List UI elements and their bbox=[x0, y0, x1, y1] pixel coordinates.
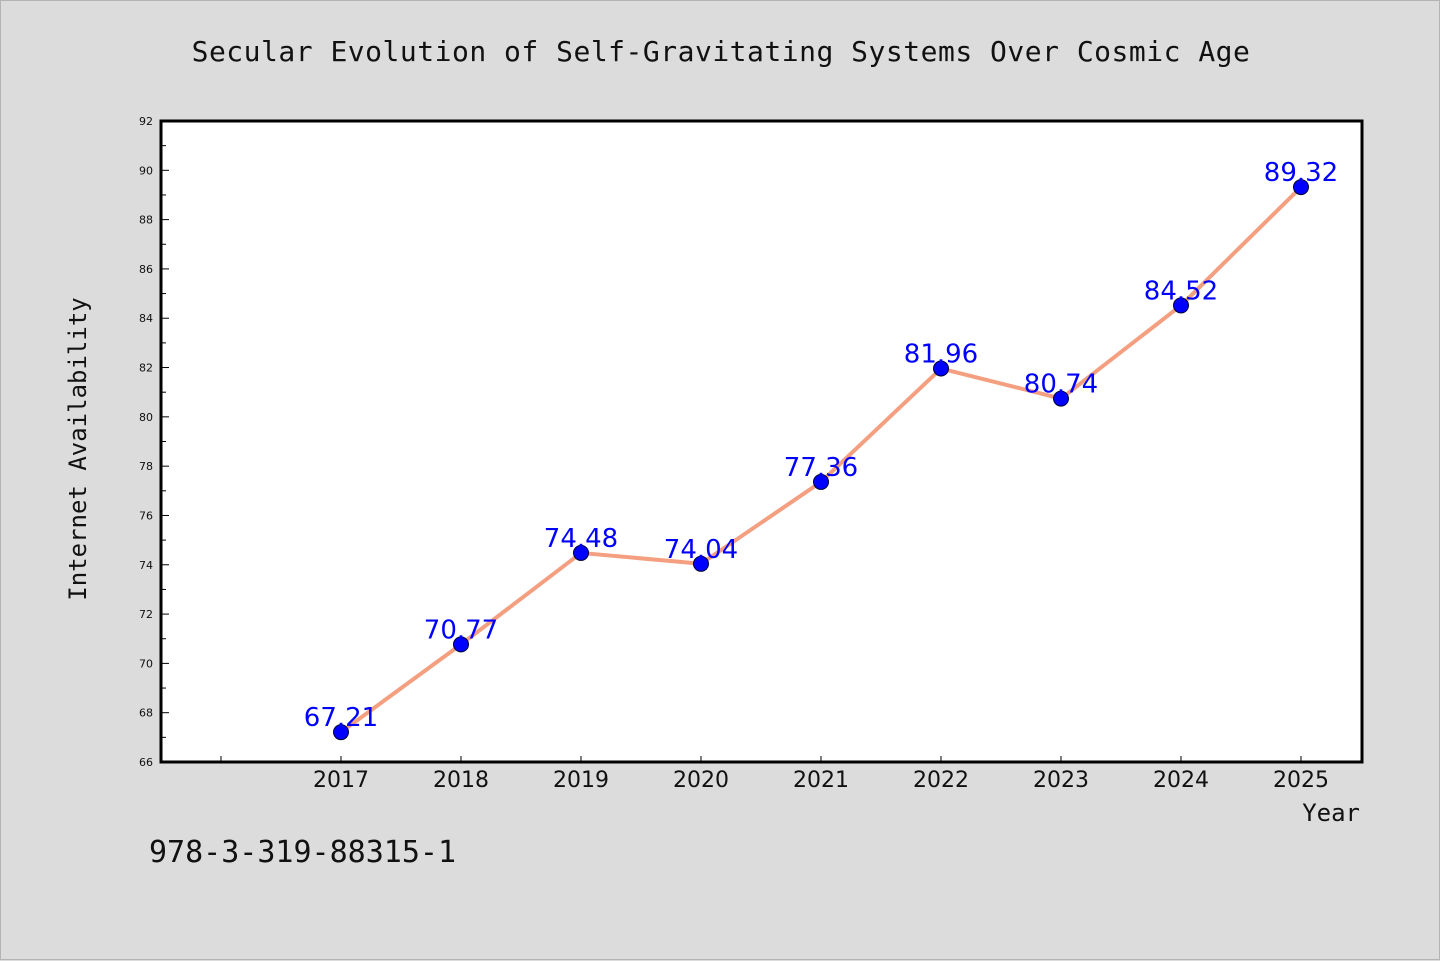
data-label: 67.21 bbox=[304, 703, 378, 733]
x-tick-label: 2018 bbox=[433, 768, 489, 793]
x-tick-label: 2025 bbox=[1273, 768, 1329, 793]
isbn-footnote: 978-3-319-88315-1 bbox=[149, 835, 457, 870]
data-point bbox=[453, 636, 469, 653]
data-point bbox=[1053, 390, 1069, 407]
y-tick-label: 86 bbox=[139, 263, 153, 276]
y-tick-label: 78 bbox=[139, 460, 153, 473]
data-point bbox=[693, 555, 709, 572]
plot-frame bbox=[159, 119, 1364, 764]
y-tick-label: 72 bbox=[139, 608, 153, 621]
x-axis-label: Year bbox=[1302, 799, 1360, 827]
data-point bbox=[1293, 179, 1309, 196]
y-tick-label: 74 bbox=[139, 559, 153, 572]
y-tick-label: 80 bbox=[139, 411, 153, 424]
data-point bbox=[333, 724, 349, 741]
y-tick-label: 68 bbox=[139, 707, 153, 720]
y-tick-label: 90 bbox=[139, 164, 153, 177]
data-label: 89.32 bbox=[1264, 158, 1338, 188]
x-tick-label: 2022 bbox=[913, 768, 969, 793]
data-label: 80.74 bbox=[1024, 370, 1098, 400]
y-tick-label: 92 bbox=[139, 115, 153, 128]
data-label-group: 67.21 70.77 74.48 74.04 77.36 81.96 80.74 84.52… bbox=[304, 158, 1338, 733]
y-tick-label: 84 bbox=[139, 312, 153, 325]
x-tick-label: 2020 bbox=[673, 768, 729, 793]
data-point bbox=[813, 473, 829, 490]
data-point bbox=[933, 360, 949, 377]
y-tick-label: 88 bbox=[139, 214, 153, 227]
y-tick-label: 70 bbox=[139, 657, 153, 670]
y-tick-label: 82 bbox=[139, 362, 153, 375]
y-axis-label: Internet Availability bbox=[64, 297, 92, 600]
x-tick-label: 2023 bbox=[1033, 768, 1089, 793]
data-label: 74.04 bbox=[664, 535, 738, 565]
data-label: 81.96 bbox=[904, 340, 978, 370]
data-label: 84.52 bbox=[1144, 276, 1218, 306]
data-label: 74.48 bbox=[544, 524, 618, 554]
x-tick-label: 2019 bbox=[553, 768, 609, 793]
x-tick-label: 2017 bbox=[313, 768, 369, 793]
data-label: 70.77 bbox=[424, 615, 498, 645]
x-axis: 2017 2018 2019 2020 2021 2022 2023 2024 2025 bbox=[220, 756, 1329, 793]
data-point bbox=[1173, 297, 1189, 314]
data-label: 77.36 bbox=[784, 453, 858, 483]
y-tick-label: 66 bbox=[139, 756, 153, 769]
chart-title: Secular Evolution of Self-Gravitating Sy… bbox=[191, 35, 1251, 68]
y-tick-label: 76 bbox=[139, 509, 153, 522]
marker-group bbox=[333, 179, 1309, 741]
data-point bbox=[573, 544, 589, 561]
x-tick-label: 2021 bbox=[793, 768, 849, 793]
y-axis: 66 68 70 72 74 76 78 80 82 84 86 88 90 92 bbox=[139, 115, 169, 769]
x-tick-label: 2024 bbox=[1153, 768, 1209, 793]
plot-area bbox=[161, 121, 1362, 762]
